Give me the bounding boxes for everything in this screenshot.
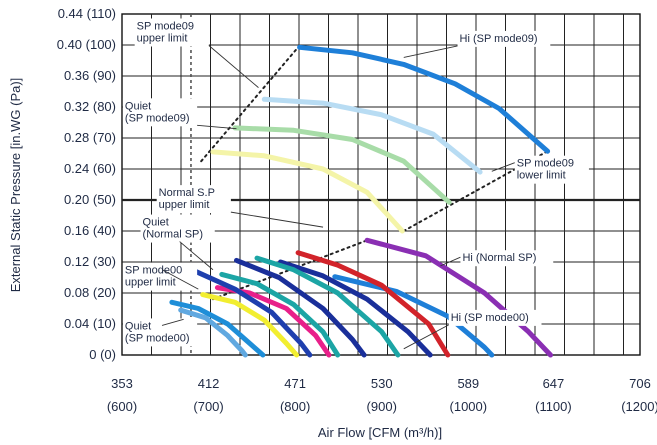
y-tick-label: 0 (0) <box>89 347 116 362</box>
series-line-1 <box>297 44 551 154</box>
x-tick-label: 353 <box>111 376 133 391</box>
y-axis-label: External Static Pressure [in.WG (Pa)] <box>8 78 23 293</box>
annotation-background <box>122 262 198 291</box>
series-line-4 <box>210 149 405 234</box>
annotation-label: Hi (SP mode09) <box>460 33 538 45</box>
annotation-leader <box>161 318 184 326</box>
x-axis-label: Air Flow [CFM (m³/h)] <box>318 425 442 440</box>
series-line-3 <box>232 125 452 205</box>
annotation-background <box>448 309 542 326</box>
annotation-label: SP mode00 upper limit <box>125 265 182 289</box>
annotation-label: Quiet (SP mode00) <box>125 320 190 344</box>
y-tick-label: 0.32 (80) <box>64 99 116 114</box>
annotation-label: Hi (SP mode00) <box>451 312 529 324</box>
annotation-leader <box>491 162 515 172</box>
x-tick-label: 412 <box>198 376 220 391</box>
y-tick-label: 0.36 (90) <box>64 68 116 83</box>
series-line-2 <box>261 96 483 175</box>
x-tick-sublabel: (700) <box>193 399 223 414</box>
annotation-leader <box>161 269 199 290</box>
annotation-background <box>457 30 551 47</box>
y-tick-label: 0.04 (10) <box>64 316 116 331</box>
series-line-5 <box>364 237 553 358</box>
series-line-9 <box>254 255 401 358</box>
annotation-background <box>140 214 215 243</box>
series-line-13 <box>192 268 313 358</box>
x-tick-sublabel: (800) <box>280 399 310 414</box>
y-tick-label: 0.20 (50) <box>64 192 116 207</box>
limit-line-3 <box>212 239 369 301</box>
y-tick-label: 0.12 (30) <box>64 254 116 269</box>
series-line-16 <box>178 307 248 358</box>
annotation-leader <box>197 124 237 130</box>
series-line-10 <box>234 257 367 358</box>
annotation-label: Quiet (SP mode09) <box>125 100 190 124</box>
annotation-label: Hi (Normal SP) <box>462 252 536 264</box>
x-tick-sublabel: (1100) <box>535 399 572 414</box>
y-tick-label: 0.28 (70) <box>64 130 116 145</box>
series-line-11 <box>219 271 341 358</box>
plot-frame <box>121 13 641 356</box>
x-tick-sublabel: (900) <box>367 399 397 414</box>
x-tick-label: 530 <box>371 376 393 391</box>
series-line-15 <box>169 299 266 358</box>
annotation-background <box>460 250 554 267</box>
annotation-background <box>514 155 589 184</box>
y-tick-label: 0.24 (60) <box>64 161 116 176</box>
x-tick-label: 647 <box>543 376 565 391</box>
annotation-label: Quiet (Normal SP) <box>143 217 204 241</box>
annotation-leader <box>208 45 259 88</box>
annotation-background <box>134 18 209 47</box>
annotation-background <box>156 185 231 214</box>
series-line-8 <box>278 259 433 358</box>
x-tick-sublabel: (1000) <box>450 399 488 414</box>
annotation-label: Normal S.P upper limit <box>159 187 215 211</box>
series-lines <box>169 44 553 358</box>
x-tick-label: 706 <box>629 376 651 391</box>
y-tick-label: 0.08 (20) <box>64 285 116 300</box>
series-line-14 <box>200 292 300 358</box>
y-tick-label: 0.40 (100) <box>57 37 116 52</box>
annotation-leader <box>403 324 449 350</box>
annotation-background <box>122 98 198 127</box>
x-tick-label: 471 <box>284 376 306 391</box>
annotation-leader <box>179 241 214 271</box>
tick-labels: 0 (0) 0.04 (10) 0.08 (20) 0.12 (30) 0.16 (40… <box>57 6 657 414</box>
annotation-label: SP mode09 upper limit <box>137 21 194 45</box>
x-tick-label: 589 <box>457 376 479 391</box>
x-tick-sublabel: (1200) <box>621 399 657 414</box>
annotation-leader <box>403 45 458 58</box>
x-tick-sublabel: (600) <box>107 399 137 414</box>
annotation-background <box>122 318 198 347</box>
annotation-label: SP mode09 lower limit <box>517 158 574 182</box>
y-tick-label: 0.16 (40) <box>64 223 116 238</box>
series-line-7 <box>295 250 451 358</box>
y-tick-label: 0.44 (110) <box>58 6 116 21</box>
series-line-6 <box>332 274 495 358</box>
annotation-leader <box>440 256 461 267</box>
annotation-leader <box>230 211 324 228</box>
limit-line-1 <box>200 46 300 163</box>
annotations: SP mode09 upper limit Hi (SP mode09) Quiet(… <box>122 18 589 350</box>
